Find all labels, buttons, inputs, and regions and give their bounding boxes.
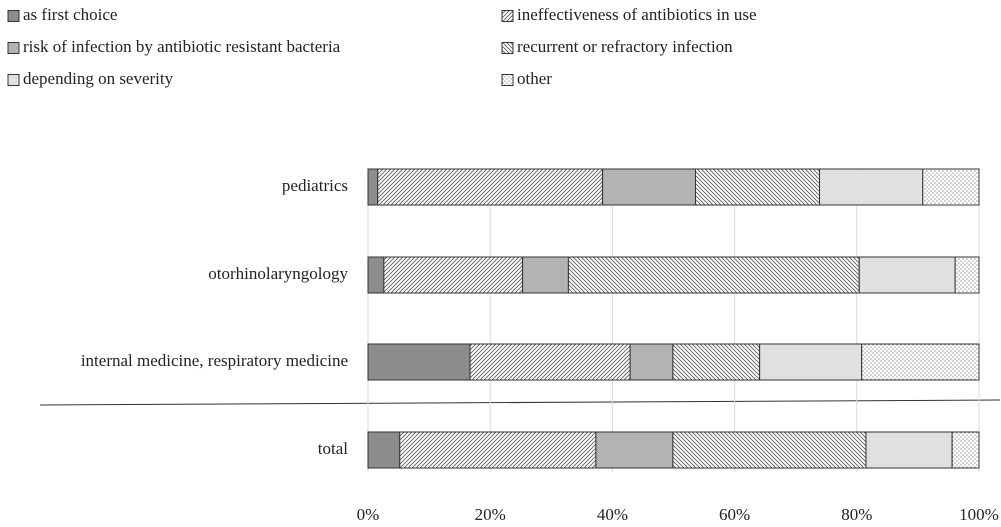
bar-segment — [567, 256, 860, 294]
bar-segment — [672, 431, 867, 469]
legend-swatch — [501, 74, 514, 86]
legend-swatch — [7, 74, 20, 86]
bar-segment — [672, 343, 761, 381]
x-tick-label: 40% — [597, 505, 628, 524]
bar-segment — [865, 431, 953, 469]
bar-segment — [367, 343, 471, 381]
bar-segment — [759, 343, 863, 381]
bar-segment — [602, 168, 696, 206]
bar-segment — [399, 431, 597, 469]
bar-segment — [861, 343, 980, 381]
bar-segment — [367, 431, 401, 469]
bar-segment — [951, 431, 980, 469]
separator — [39, 399, 1001, 406]
legend-label: recurrent or refractory infection — [517, 37, 733, 56]
bar-segment — [629, 343, 674, 381]
legend-label: as first choice — [23, 5, 117, 24]
y-tick-label: total — [318, 439, 348, 458]
bar-segment — [367, 168, 379, 206]
legend-label: risk of infection by antibiotic resistan… — [23, 37, 341, 56]
x-tick-label: 100% — [959, 505, 999, 524]
y-tick-label: internal medicine, respiratory medicine — [81, 351, 348, 370]
bar-segment — [383, 256, 524, 294]
y-tick-label: otorhinolaryngology — [208, 264, 348, 283]
legend-label: ineffectiveness of antibiotics in use — [517, 5, 757, 24]
legend-swatch — [7, 42, 20, 54]
legend-label: other — [517, 69, 552, 88]
bar-segment — [858, 256, 956, 294]
bar-segment — [469, 343, 631, 381]
bar-segment — [694, 168, 821, 206]
x-tick-label: 60% — [719, 505, 750, 524]
legend-swatch — [7, 10, 20, 22]
bar-segment — [954, 256, 980, 294]
x-tick-label: 0% — [357, 505, 380, 524]
bar-segment — [819, 168, 924, 206]
bar-segment — [595, 431, 674, 469]
y-tick-label: pediatrics — [282, 176, 348, 195]
x-tick-label: 80% — [841, 505, 872, 524]
legend-label: depending on severity — [23, 69, 174, 88]
bar-segment — [367, 256, 385, 294]
bar-segment — [522, 256, 569, 294]
legend-swatch — [501, 10, 514, 22]
bar-segment — [922, 168, 980, 206]
legend-swatch — [501, 42, 514, 54]
x-tick-label: 20% — [475, 505, 506, 524]
bar-segment — [377, 168, 604, 206]
